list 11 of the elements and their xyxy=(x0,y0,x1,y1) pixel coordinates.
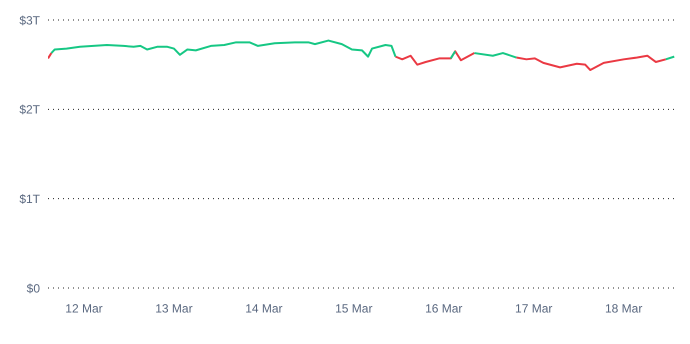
x-tick-label: 17 Mar xyxy=(515,302,552,316)
x-tick-label: 16 Mar xyxy=(425,302,462,316)
y-tick-label: $2T xyxy=(19,102,41,117)
x-tick-label: 14 Mar xyxy=(245,302,283,316)
x-tick-label: 15 Mar xyxy=(335,302,372,316)
x-tick-label: 12 Mar xyxy=(65,302,103,316)
x-tick-label: 18 Mar xyxy=(604,302,642,316)
x-tick-label: 13 Mar xyxy=(155,302,193,316)
y-tick-label: $0 xyxy=(26,281,40,296)
y-tick-label: $3T xyxy=(19,13,41,28)
y-tick-label: $1T xyxy=(19,192,41,206)
